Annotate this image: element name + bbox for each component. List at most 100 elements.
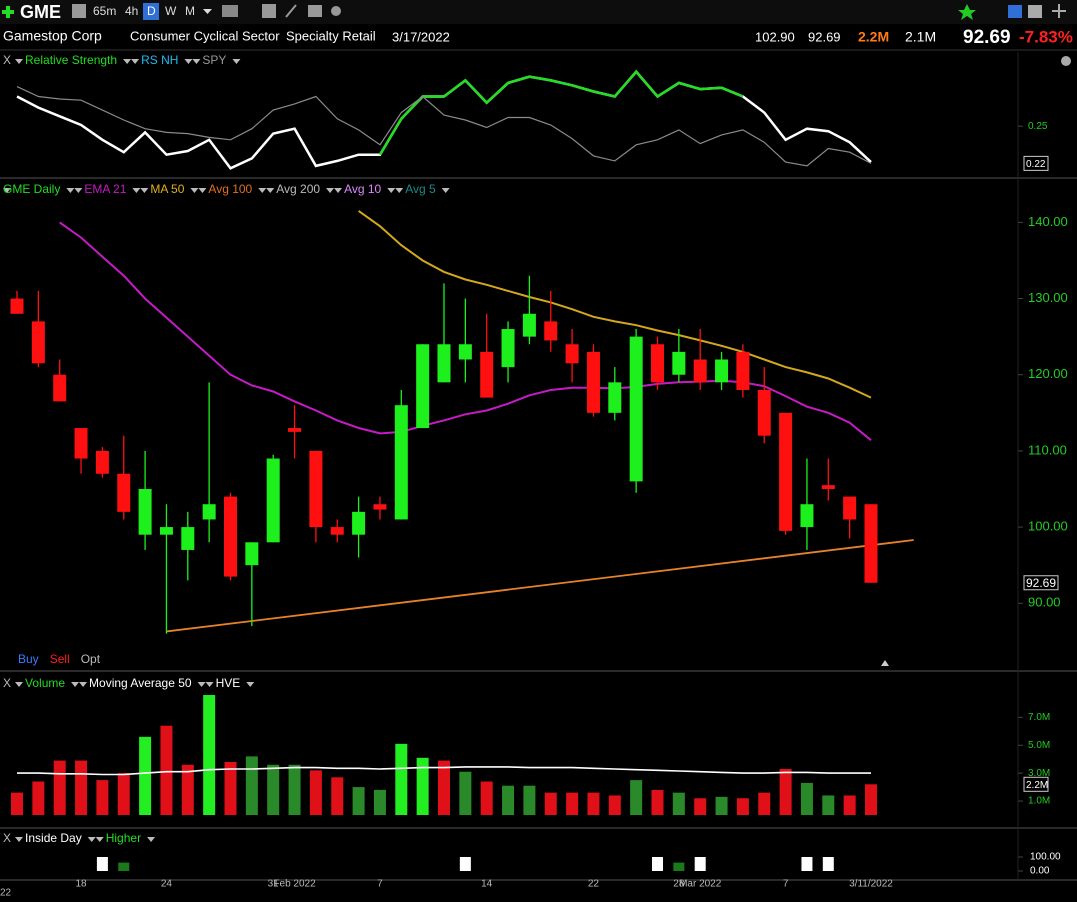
trade-button[interactable]: Opt	[81, 652, 101, 666]
close-button[interactable]: X	[3, 53, 11, 67]
dropdown[interactable]	[131, 59, 140, 64]
dropdown[interactable]	[441, 188, 450, 193]
x-tick-label: 7	[377, 879, 383, 890]
dropdown[interactable]	[197, 682, 206, 687]
trade-button[interactable]: Sell	[50, 652, 70, 666]
dropdown[interactable]	[140, 188, 149, 193]
industry: Specialty Retail	[286, 28, 376, 43]
flag-icon[interactable]	[72, 4, 86, 18]
candle-body	[843, 496, 857, 520]
dropdown[interactable]	[203, 9, 212, 14]
legend-item[interactable]: SPY	[202, 53, 226, 67]
candle-body	[31, 321, 45, 364]
legend-item[interactable]: Avg 5	[405, 182, 436, 196]
dropdown[interactable]	[132, 188, 141, 193]
candle-body	[544, 321, 558, 341]
bar	[117, 773, 130, 815]
legend-item[interactable]: RS NH	[141, 53, 178, 67]
legend-item[interactable]: Moving Average 50	[89, 676, 192, 690]
dropdown[interactable]	[192, 59, 201, 64]
bar	[203, 695, 216, 815]
interval[interactable]: 4h	[125, 4, 138, 18]
y-tick-label: 100.00	[1028, 519, 1068, 534]
legend-item[interactable]: EMA 21	[84, 182, 126, 196]
tool-icon[interactable]	[1008, 5, 1022, 18]
interval[interactable]: D	[147, 4, 156, 18]
palette-icon[interactable]	[1061, 56, 1071, 66]
candle-body	[608, 382, 622, 413]
legend-item[interactable]: Avg 10	[344, 182, 381, 196]
interval[interactable]: 65m	[93, 4, 116, 18]
dropdown[interactable]	[15, 59, 24, 64]
interval[interactable]: W	[165, 4, 177, 18]
candle-body	[373, 504, 387, 510]
legend-item[interactable]: Higher	[106, 831, 141, 845]
legend-item[interactable]: Volume	[25, 676, 65, 690]
candle-body	[288, 428, 302, 432]
legend-item[interactable]: HVE	[216, 676, 241, 690]
dropdown[interactable]	[258, 188, 267, 193]
legend-item[interactable]: MA 50	[150, 182, 184, 196]
dropdown[interactable]	[87, 837, 96, 842]
dropdown[interactable]	[232, 59, 241, 64]
symbol[interactable]: GME	[20, 2, 61, 22]
tool-icon[interactable]	[222, 5, 238, 17]
candle-body	[522, 313, 536, 337]
trade-button[interactable]: Buy	[18, 652, 39, 666]
candle-body	[715, 359, 729, 383]
dropdown[interactable]	[266, 188, 275, 193]
dropdown[interactable]	[326, 188, 335, 193]
close-button[interactable]: X	[3, 831, 11, 845]
add-icon[interactable]	[2, 6, 14, 18]
dropdown[interactable]	[246, 682, 255, 687]
interval[interactable]: M	[185, 4, 195, 18]
low: 92.69	[808, 29, 841, 44]
draw-icon[interactable]	[285, 4, 297, 18]
candle-body	[74, 428, 88, 459]
bar	[352, 787, 365, 815]
bar	[672, 792, 685, 815]
dropdown[interactable]	[387, 188, 396, 193]
legend-item[interactable]: Inside Day	[25, 831, 82, 845]
legend-item[interactable]: GME Daily	[3, 182, 60, 196]
dropdown[interactable]	[95, 837, 104, 842]
dropdown[interactable]	[66, 188, 75, 193]
dropdown[interactable]	[395, 188, 404, 193]
dropdown[interactable]	[190, 188, 199, 193]
dropdown[interactable]	[334, 188, 343, 193]
dropdown[interactable]	[71, 682, 80, 687]
dropdown[interactable]	[74, 188, 83, 193]
dropdown[interactable]	[147, 837, 156, 842]
candle-body	[352, 511, 366, 535]
tool-icon[interactable]	[262, 4, 276, 18]
dropdown[interactable]	[79, 682, 88, 687]
dropdown[interactable]	[184, 59, 193, 64]
bar	[96, 780, 109, 815]
y-tick-label: 130.00	[1028, 290, 1068, 305]
dropdown[interactable]	[123, 59, 132, 64]
share-icon[interactable]	[331, 6, 341, 16]
dropdown[interactable]	[205, 682, 214, 687]
legend-item[interactable]: Avg 100	[208, 182, 252, 196]
scroll-marker[interactable]	[881, 660, 889, 666]
dropdown[interactable]	[198, 188, 207, 193]
toolbar	[0, 0, 1077, 24]
dropdown[interactable]	[15, 682, 24, 687]
candle-body	[864, 504, 878, 583]
close-button[interactable]: X	[3, 676, 11, 690]
dropdown[interactable]	[3, 188, 11, 193]
candle-body	[821, 485, 835, 489]
legend-item[interactable]: Relative Strength	[25, 53, 117, 67]
bar	[309, 770, 322, 815]
x-tick-label: 18	[75, 879, 87, 890]
bar	[652, 857, 663, 871]
x-tick-label: 24	[161, 879, 173, 890]
star-icon[interactable]	[958, 4, 976, 20]
tool-icon[interactable]	[1028, 5, 1042, 18]
dropdown[interactable]	[15, 837, 24, 842]
legend-item[interactable]: Avg 200	[276, 182, 320, 196]
tool-icon[interactable]	[308, 5, 322, 17]
move-icon[interactable]	[1052, 4, 1066, 18]
